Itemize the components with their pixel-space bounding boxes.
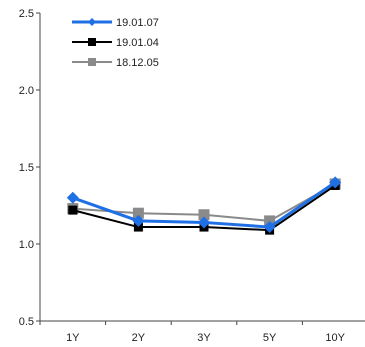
data-point [133,222,143,232]
data-point [132,214,145,227]
legend-marker [88,38,96,46]
y-tick-label: 2.5 [19,8,34,20]
legend-label: 19.01.07 [116,17,159,29]
legend-item-19.01.07: 19.01.07 [72,17,159,29]
legend-item-19.01.04: 19.01.04 [72,37,159,49]
y-tick-label: 0.5 [19,316,34,328]
legend-item-18.12.05: 18.12.05 [72,57,159,69]
legend-label: 19.01.04 [116,37,159,49]
data-point [264,215,276,227]
series-19.01.07 [66,176,342,234]
y-tick-label: 1.0 [19,239,34,251]
legend: 19.01.07 19.01.04 18.12.05 [72,17,159,69]
axes: 0.5 1.0 1.5 2.0 2.5 1Y 2Y 3Y 5Y 10Y [19,8,365,344]
series-layer [66,176,342,235]
y-tick-label: 1.5 [19,162,34,174]
data-point [198,216,210,229]
x-tick-label: 10Y [325,332,345,344]
x-tick-label: 2Y [132,332,146,344]
legend-marker [88,58,96,66]
data-point [68,205,78,215]
data-point [198,209,210,221]
x-tick-label: 1Y [66,332,80,344]
x-tick-label: 5Y [263,332,277,344]
data-point [263,221,276,234]
data-point [329,176,342,189]
x-tick-label: 3Y [197,332,211,344]
data-point [132,207,144,219]
legend-marker [88,18,96,26]
legend-label: 18.12.05 [116,57,159,69]
data-point [66,191,79,204]
y-tick-label: 2.0 [19,85,34,97]
